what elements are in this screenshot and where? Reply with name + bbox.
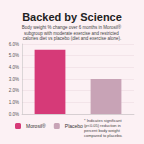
svg-text:Placebo: Placebo: [65, 123, 83, 129]
svg-text:percent body weight: percent body weight: [84, 128, 121, 133]
svg-text:compared to placebo.: compared to placebo.: [84, 133, 122, 138]
svg-text:6.0%: 6.0%: [9, 42, 19, 47]
svg-text:Morosil®: Morosil®: [26, 123, 46, 129]
svg-text:(p<0.05) reduction in: (p<0.05) reduction in: [84, 123, 122, 128]
svg-text:subgroup with moderate exercis: subgroup with moderate exercise and rest…: [24, 31, 120, 36]
svg-text:1.0%: 1.0%: [9, 100, 19, 105]
svg-text:Body weight % change over 6 mo: Body weight % change over 6 months in Mo…: [22, 24, 123, 30]
svg-text:Backed by Science: Backed by Science: [22, 11, 122, 23]
svg-text:0.0%: 0.0%: [9, 112, 19, 117]
svg-text:calories diet vs placebo (diet: calories diet vs placebo (diet and exerc…: [23, 36, 122, 41]
svg-text:5.0%: 5.0%: [9, 53, 19, 58]
svg-text:4.0%: 4.0%: [9, 65, 19, 70]
svg-text:2.0%: 2.0%: [9, 88, 19, 93]
svg-text:3.0%: 3.0%: [9, 77, 19, 82]
svg-text:* Indicates significant: * Indicates significant: [84, 118, 123, 123]
